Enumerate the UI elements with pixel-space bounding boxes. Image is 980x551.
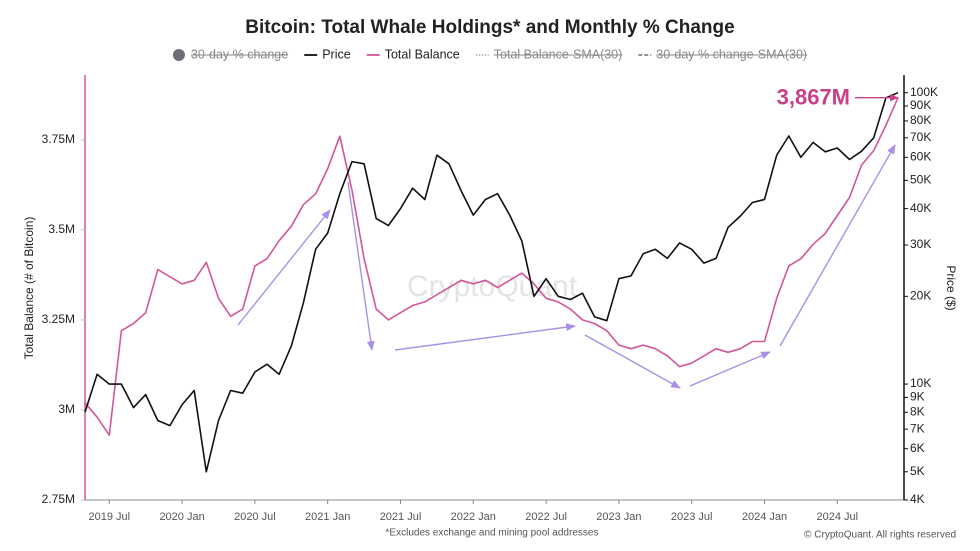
y2-tick-label: 8K	[910, 404, 925, 418]
trend-arrow	[689, 351, 771, 387]
x-tick-label: 2019 Jul	[88, 511, 130, 523]
x-tick-label: 2022 Jan	[451, 511, 496, 523]
x-tick-label: 2020 Jan	[159, 511, 204, 523]
y-tick-label: 3.75M	[42, 132, 75, 146]
x-tick-label: 2021 Jan	[305, 511, 350, 523]
legend-label: 30-day % change	[191, 47, 288, 61]
annotation-label: 3,867M	[777, 85, 850, 110]
y2-tick-label: 6K	[910, 441, 925, 455]
legend-label: Total Balance-SMA(30)	[494, 47, 623, 61]
x-tick-label: 2024 Jan	[742, 511, 787, 523]
legend-label: Total Balance	[385, 47, 460, 61]
trend-arrow	[779, 144, 896, 347]
legend-item: Total Balance-SMA(30)	[475, 47, 623, 61]
y2-tick-label: 50K	[910, 173, 931, 187]
y-tick-label: 3M	[58, 402, 75, 416]
legend: 30-day % change Price Total Balance Total B…	[172, 47, 808, 61]
legend-label: 30-day % change-SMA(30)	[656, 47, 807, 61]
y-tick-label: 2.75M	[42, 492, 75, 506]
y2-tick-label: 80K	[910, 113, 931, 127]
series-line	[84, 97, 899, 436]
y2-tick-label: 90K	[910, 98, 931, 112]
y2-tick-label: 10K	[910, 376, 931, 390]
y-tick-label: 3.25M	[42, 312, 75, 326]
y2-tick-label: 4K	[910, 492, 925, 506]
y2-tick-label: 7K	[910, 421, 925, 435]
y2-tick-label: 9K	[910, 390, 925, 404]
y2-tick-label: 100K	[910, 85, 938, 99]
trend-arrow	[237, 209, 331, 326]
y-tick-label: 3.5M	[48, 222, 75, 236]
source: © CryptoQuant. All rights reserved	[804, 530, 956, 541]
watermark: CryptoQuant	[407, 270, 578, 303]
x-tick-label: 2024 Jul	[817, 511, 859, 523]
x-tick-label: 2023 Jan	[596, 511, 641, 523]
legend-item: 30-day % change-SMA(30)	[638, 47, 808, 61]
x-tick-label: 2022 Jul	[525, 511, 567, 523]
legend-item: 30-day % change	[172, 47, 288, 61]
footnote: *Excludes exchange and mining pool addre…	[386, 528, 599, 539]
legend-item: Price	[304, 47, 351, 61]
legend-marker	[172, 49, 185, 61]
trend-arrow	[347, 181, 375, 351]
legend-item: Total Balance	[366, 47, 460, 61]
y-axis-title: Total Balance (# of Bitcoin)	[22, 217, 36, 360]
y2-tick-label: 60K	[910, 149, 931, 163]
x-tick-label: 2021 Jul	[380, 511, 422, 523]
x-tick-label: 2020 Jul	[234, 511, 276, 523]
legend-label: Price	[322, 47, 351, 61]
y2-axis-title: Price ($)	[944, 265, 958, 310]
chart-title: Bitcoin: Total Whale Holdings* and Month…	[245, 17, 734, 38]
y2-tick-label: 40K	[910, 201, 931, 215]
y2-tick-label: 30K	[910, 237, 931, 251]
trend-arrows	[237, 144, 896, 389]
y2-tick-label: 5K	[910, 464, 925, 478]
trend-arrow	[394, 323, 576, 351]
series-line	[84, 91, 899, 473]
y2-tick-label: 70K	[910, 130, 931, 144]
trend-arrow	[584, 334, 681, 389]
y2-tick-label: 20K	[910, 289, 931, 303]
x-tick-label: 2023 Jul	[671, 511, 713, 523]
